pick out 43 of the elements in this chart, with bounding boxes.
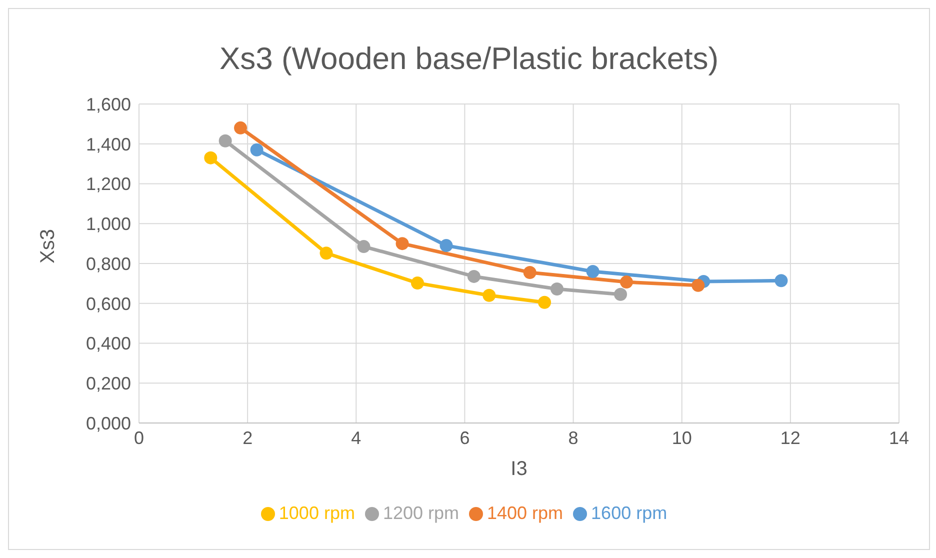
y-tick-label: 1,600 [86, 94, 131, 114]
point [410, 276, 424, 290]
x-tick-label: 10 [672, 428, 692, 448]
y-tick-label: 0,000 [86, 413, 131, 434]
x-tick-label: 4 [351, 428, 362, 448]
x-axis-title: I3 [510, 458, 528, 480]
x-tick-label: 12 [780, 428, 800, 448]
point [586, 264, 600, 278]
y-tick-label: 0,200 [86, 374, 131, 394]
y-axis-title: Xs3 [37, 229, 60, 264]
legend-label: 1600 rpm [591, 503, 668, 523]
point [320, 246, 333, 260]
x-tick-label: 14 [888, 428, 910, 448]
point [614, 288, 628, 301]
point [204, 151, 218, 164]
y-tick-label: 0,600 [86, 294, 131, 314]
x-tick-label: 8 [568, 428, 578, 448]
point [538, 296, 552, 309]
y-tick-label: 0,800 [86, 254, 131, 274]
point [467, 270, 480, 283]
point [234, 121, 248, 134]
legend-label: 1000 rpm [278, 503, 355, 523]
point [440, 239, 453, 252]
point [523, 266, 536, 279]
point [357, 240, 370, 254]
point [620, 276, 633, 289]
point [218, 134, 232, 148]
legend-label: 1400 rpm [487, 503, 564, 523]
x-tick-label: 0 [134, 428, 144, 448]
y-tick-label: 1,400 [86, 134, 131, 154]
point [396, 237, 409, 250]
point [774, 274, 788, 288]
y-tick-label: 1,200 [86, 174, 131, 194]
y-tick-label: 0,400 [86, 334, 131, 354]
x-tick-label: 2 [242, 428, 253, 448]
legend-label: 1200 rpm [382, 503, 459, 523]
chart-title: Xs3 (Wooden base/Plastic brackets) [218, 41, 720, 77]
y-tick-label: 1,000 [86, 214, 131, 234]
point [250, 143, 264, 156]
x-tick-label: 6 [460, 428, 470, 448]
point [692, 278, 705, 292]
point [550, 282, 564, 296]
point [482, 288, 496, 302]
